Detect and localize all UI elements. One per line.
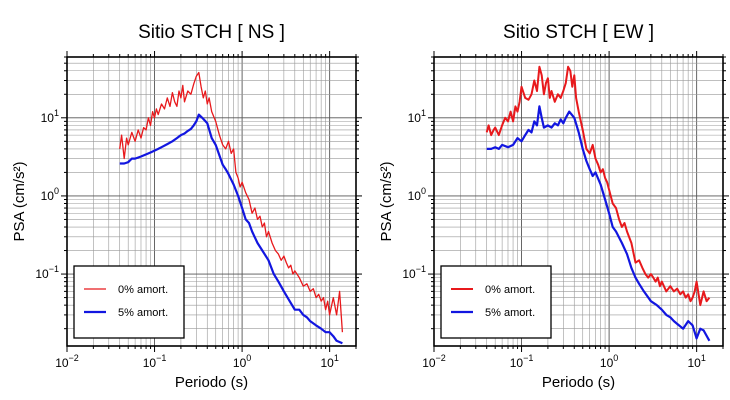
y-tick-label: 101 [408,108,426,125]
y-tick-label: 10−1 [35,264,59,281]
y-axis-label: PSA (cm/s²) [378,161,395,241]
y-tick-label: 100 [41,186,59,203]
series-line-undamped [485,65,711,307]
x-tick-label: 100 [233,353,251,370]
chart-panel-ns: 10−2 10−1 100 101 10−1 100 101 Sitio STCH [ NS … [11,22,362,391]
legend-box [73,265,185,339]
x-tick-label: 101 [320,353,338,370]
x-axis-label: Periodo (s) [175,374,248,391]
legend-box [440,265,552,339]
tick-marks [428,51,729,352]
x-tick-label: 10−1 [510,353,534,370]
y-tick-label: 100 [408,186,426,203]
x-tick-label: 10−1 [143,353,167,370]
series-group [119,71,344,345]
y-tick-label: 10−1 [402,264,426,281]
legend: 0% amort. 5% amort. [73,265,185,339]
x-tick-label: 100 [600,353,618,370]
chart-title: Sitio STCH [ NS ] [138,22,285,43]
x-tick-label: 10−2 [55,353,79,370]
plot-frame [433,56,724,347]
legend-label: 5% amort. [485,307,535,319]
x-axis-label: Periodo (s) [542,374,615,391]
series-line-damped [486,105,711,342]
chart-panel-ew: 10−2 10−1 100 101 10−1 100 101 Sitio STCH [ EW … [378,22,729,391]
series-line-damped [119,113,343,345]
series-line-undamped [119,71,344,333]
legend-label: 5% amort. [118,307,168,319]
y-axis-label: PSA (cm/s²) [11,161,28,241]
x-tick-label: 10−2 [422,353,446,370]
plot-frame [66,56,357,347]
x-tick-label: 101 [687,353,705,370]
series-group [485,65,711,342]
legend-label: 0% amort. [485,284,535,296]
legend-label: 0% amort. [118,284,168,296]
chart-title: Sitio STCH [ EW ] [503,22,654,43]
y-tick-label: 101 [41,108,59,125]
tick-marks [61,51,362,352]
legend: 0% amort. 5% amort. [440,265,552,339]
